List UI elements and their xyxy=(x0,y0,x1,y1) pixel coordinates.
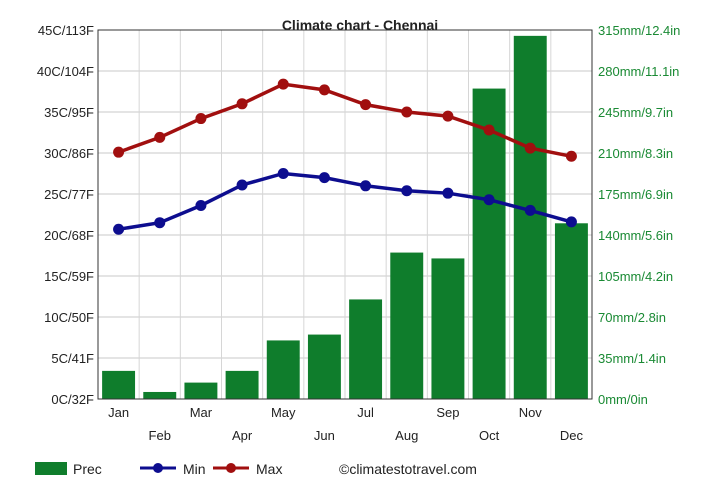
right-tick-label: 280mm/11.1in xyxy=(598,64,679,79)
prec-bar-aug xyxy=(390,252,424,399)
min-point-dec xyxy=(565,216,577,228)
legend-prec-swatch xyxy=(35,462,67,475)
max-line xyxy=(117,82,572,158)
left-tick-label: 5C/41F xyxy=(51,351,94,366)
prec-bar-may xyxy=(266,340,300,399)
x-tick-label: Jul xyxy=(357,405,374,420)
min-point-apr xyxy=(236,179,248,191)
min-point-oct xyxy=(483,194,495,206)
left-tick-label: 20C/68F xyxy=(44,228,94,243)
x-tick-label: Sep xyxy=(436,405,459,420)
right-tick-label: 35mm/1.4in xyxy=(598,351,666,366)
left-tick-label: 45C/113F xyxy=(38,23,94,38)
left-tick-label: 25C/77F xyxy=(44,187,94,202)
max-point-dec xyxy=(565,150,577,162)
x-tick-label: Jun xyxy=(314,428,335,443)
min-line xyxy=(118,171,572,231)
right-tick-label: 210mm/8.3in xyxy=(598,146,673,161)
min-point-mar xyxy=(195,199,207,211)
legend-prec-label: Prec xyxy=(73,461,102,477)
min-point-feb xyxy=(154,217,166,229)
min-point-jun xyxy=(318,172,330,184)
temperature-lines xyxy=(113,78,577,235)
x-tick-label: May xyxy=(271,405,296,420)
x-tick-label: Jan xyxy=(108,405,129,420)
prec-bar-mar xyxy=(184,382,218,399)
min-point-jan xyxy=(113,223,125,235)
legend: Prec Min Max ©climatestotravel.com xyxy=(35,461,477,477)
source-credit: ©climatestotravel.com xyxy=(339,461,477,477)
prec-bar-jul xyxy=(349,299,383,399)
prec-bar-jun xyxy=(307,334,341,399)
prec-bar-sep xyxy=(431,258,465,399)
max-point-may xyxy=(277,78,289,90)
x-tick-label: Oct xyxy=(479,428,500,443)
right-tick-label: 315mm/12.4in xyxy=(598,23,680,38)
min-point-aug xyxy=(401,185,413,197)
max-point-feb xyxy=(154,131,166,143)
prec-bar-apr xyxy=(225,370,259,399)
right-tick-label: 105mm/4.2in xyxy=(598,269,673,284)
max-point-jul xyxy=(360,99,372,111)
right-tick-label: 245mm/9.7in xyxy=(598,105,673,120)
x-tick-label: Nov xyxy=(519,405,543,420)
min-point-may xyxy=(277,168,289,179)
x-tick-label: Feb xyxy=(149,428,171,443)
x-tick-label: Mar xyxy=(190,405,213,420)
min-point-nov xyxy=(524,204,536,216)
right-tick-label: 0mm/0in xyxy=(598,392,648,407)
chart-title: Climate chart - Chennai xyxy=(282,17,438,33)
left-tick-label: 30C/86F xyxy=(44,146,94,161)
min-point-jul xyxy=(360,180,372,192)
legend-max-marker xyxy=(226,463,236,473)
legend-min-marker xyxy=(153,463,163,473)
legend-min-label: Min xyxy=(183,461,206,477)
left-tick-label: 40C/104F xyxy=(37,64,94,79)
legend-max-label: Max xyxy=(256,461,282,477)
max-point-sep xyxy=(442,110,454,122)
max-point-jan xyxy=(113,146,125,158)
prec-bar-nov xyxy=(513,35,547,399)
prec-bar-oct xyxy=(472,88,506,400)
precipitation-bars xyxy=(102,35,588,400)
x-tick-label: Aug xyxy=(395,428,418,443)
right-tick-label: 70mm/2.8in xyxy=(598,310,666,325)
left-tick-label: 10C/50F xyxy=(44,310,94,325)
x-tick-label: Apr xyxy=(232,428,253,443)
left-tick-label: 15C/59F xyxy=(44,269,94,284)
max-point-aug xyxy=(401,106,413,118)
x-tick-label: Dec xyxy=(560,428,584,443)
prec-bar-jan xyxy=(102,370,136,399)
prec-bar-dec xyxy=(554,223,588,399)
right-axis-ticks: 0mm/0in 35mm/1.4in 70mm/2.8in 105mm/4.2in 14… xyxy=(598,23,680,407)
left-tick-label: 35C/95F xyxy=(44,105,94,120)
right-tick-label: 175mm/6.9in xyxy=(598,187,673,202)
min-point-sep xyxy=(442,187,454,199)
x-axis-ticks: Jan Feb Mar Apr May Jun Jul Aug Sep Oct Nov Dec xyxy=(108,405,583,443)
max-point-apr xyxy=(236,98,248,110)
max-point-oct xyxy=(483,124,495,136)
right-tick-label: 140mm/5.6in xyxy=(598,228,673,243)
left-axis-ticks: 0C/32F 5C/41F 10C/50F 15C/59F 20C/68F 25C/77F… xyxy=(37,23,94,407)
max-point-nov xyxy=(524,142,536,154)
plot-frame xyxy=(97,29,593,400)
prec-bar-feb xyxy=(143,391,177,399)
max-point-mar xyxy=(195,113,207,125)
left-tick-label: 0C/32F xyxy=(51,392,94,407)
max-point-jun xyxy=(318,84,330,96)
